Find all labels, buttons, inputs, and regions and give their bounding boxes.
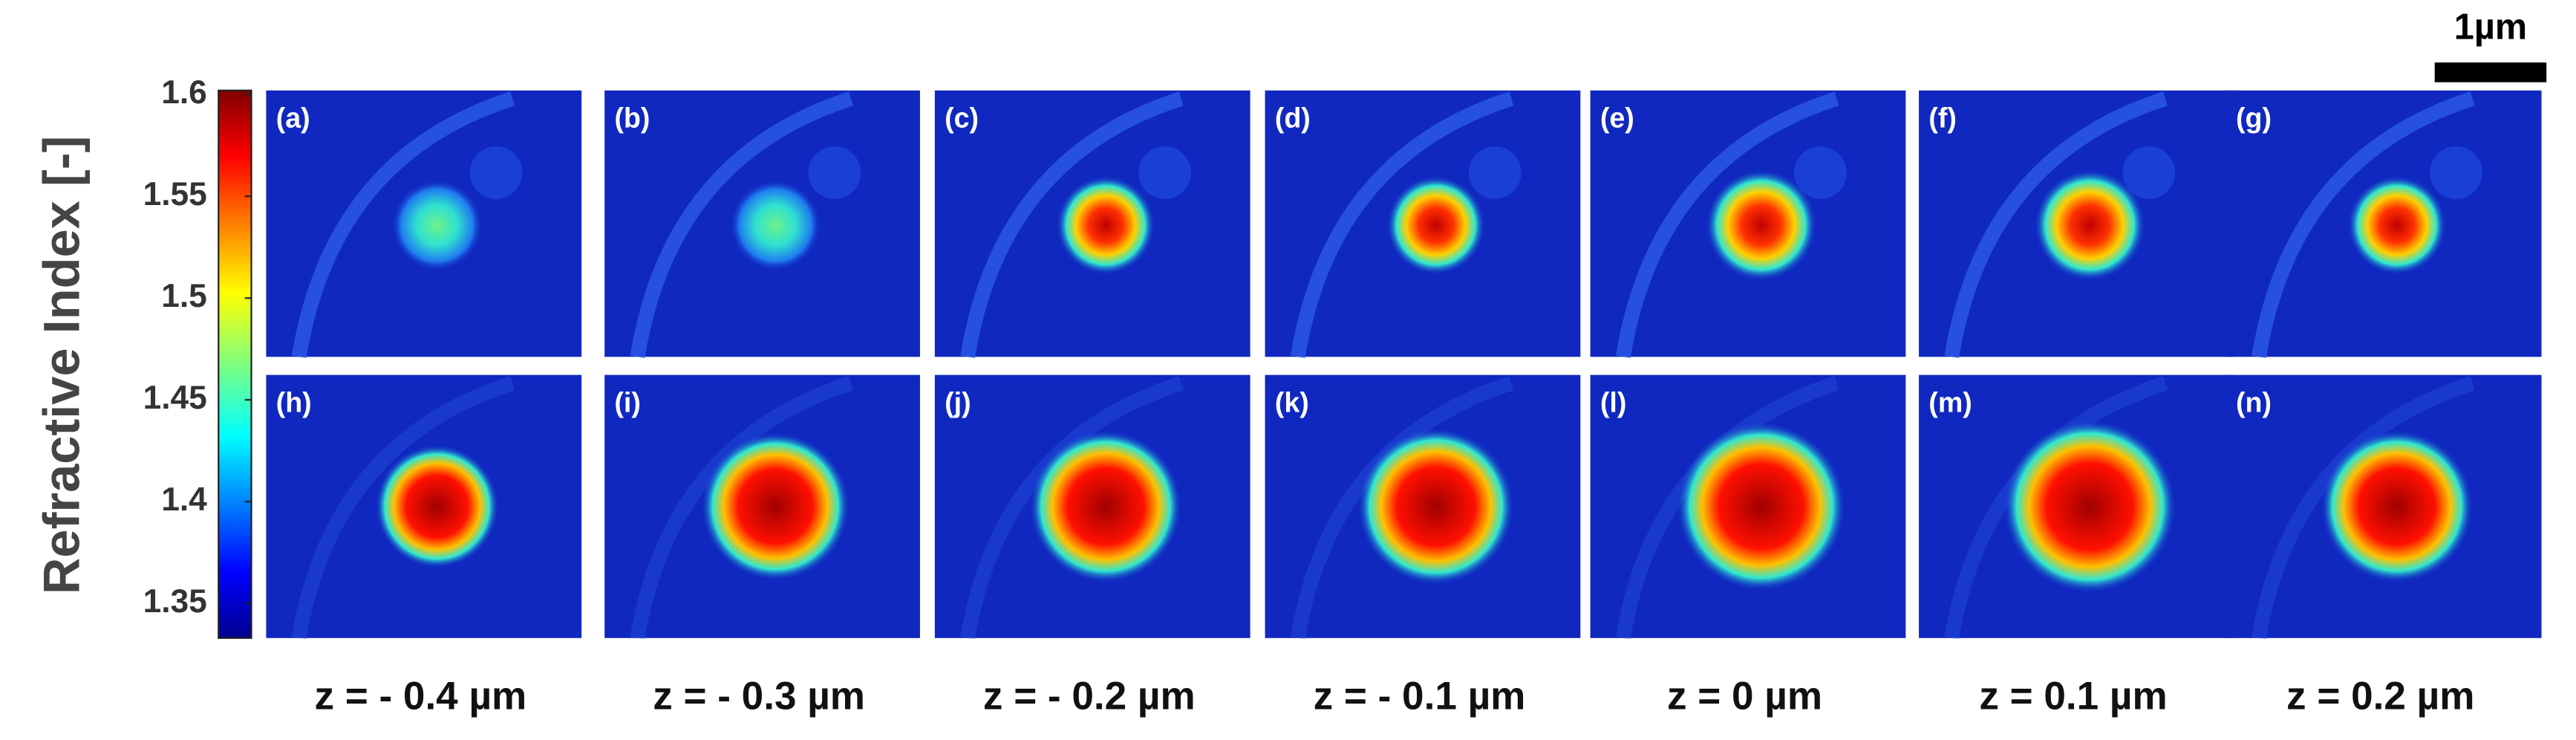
colorbar-tick-label: 1.35 — [143, 583, 207, 620]
scale-bar — [2434, 62, 2547, 82]
panel-ring — [2251, 91, 2475, 358]
colorbar-tick-label: 1.4 — [161, 481, 207, 518]
colorbar-tick-label: 1.5 — [161, 278, 207, 314]
panel-label: (d) — [1275, 103, 1311, 134]
colorbar-label: Refractive Index [-] — [33, 136, 91, 595]
panel-shadow — [2122, 146, 2176, 199]
panel-blob — [730, 180, 821, 271]
panel-blob — [2347, 175, 2447, 275]
colorbar — [218, 89, 252, 639]
panel-label: (l) — [1600, 386, 1626, 418]
colorbar-tick-label: 1.55 — [143, 176, 207, 212]
panel-shadow — [469, 146, 523, 199]
panel-blob — [2321, 430, 2474, 583]
panel-shadow — [808, 146, 861, 199]
panel-ring — [1944, 91, 2168, 358]
z-label: z = 0 µm — [1667, 675, 1822, 718]
panel-shadow — [1793, 146, 1847, 199]
panel-blob — [701, 432, 850, 581]
z-label: z = 0.2 µm — [2286, 675, 2474, 718]
panel-ring — [291, 91, 515, 358]
panel-label: (a) — [276, 103, 310, 134]
panel-ring — [291, 376, 515, 640]
panel-label: (e) — [1600, 103, 1634, 134]
panel-blob — [375, 444, 499, 568]
panel-shadow — [1468, 146, 1522, 199]
colorbar-tick-label: 1.45 — [143, 380, 207, 416]
panel-label: (n) — [2236, 386, 2272, 418]
panel-blob — [1357, 428, 1514, 585]
panel-label: (j) — [945, 386, 971, 418]
panel-label: (m) — [1928, 386, 1972, 418]
z-label: z = - 0.2 µm — [983, 675, 1196, 718]
colorbar-tick-label: 1.6 — [161, 74, 207, 111]
panel-ring — [630, 91, 854, 358]
panel-ring — [1616, 91, 1839, 358]
panel-blob — [391, 180, 483, 271]
panel-blob — [1386, 175, 1485, 275]
panel-shadow — [1138, 146, 1191, 199]
panel-blob — [1029, 430, 1182, 583]
panel-ring — [960, 91, 1184, 358]
panel-blob — [2034, 169, 2145, 281]
panel-label: (h) — [276, 386, 312, 418]
panel-label: (f) — [1928, 103, 1957, 134]
z-label: z = 0.1 µm — [1979, 675, 2167, 718]
panel-ring — [1290, 91, 1514, 358]
panel-shadow — [2430, 146, 2482, 199]
scale-bar-label: 1µm — [2454, 7, 2527, 48]
panel-blob — [1705, 169, 1817, 281]
panel-label: (b) — [614, 103, 650, 134]
panel-label: (i) — [614, 386, 640, 418]
panel-ring — [630, 376, 854, 640]
z-label: z = - 0.3 µm — [653, 675, 865, 718]
z-label: z = - 0.4 µm — [314, 675, 526, 718]
panel-blob — [1056, 175, 1155, 275]
panel-label: (g) — [2236, 103, 2272, 134]
panel-blob — [2003, 420, 2176, 593]
panel-blob — [1677, 422, 1846, 591]
z-label: z = - 0.1 µm — [1314, 675, 1526, 718]
panel-label: (c) — [945, 103, 979, 134]
panel-label: (k) — [1275, 386, 1309, 418]
